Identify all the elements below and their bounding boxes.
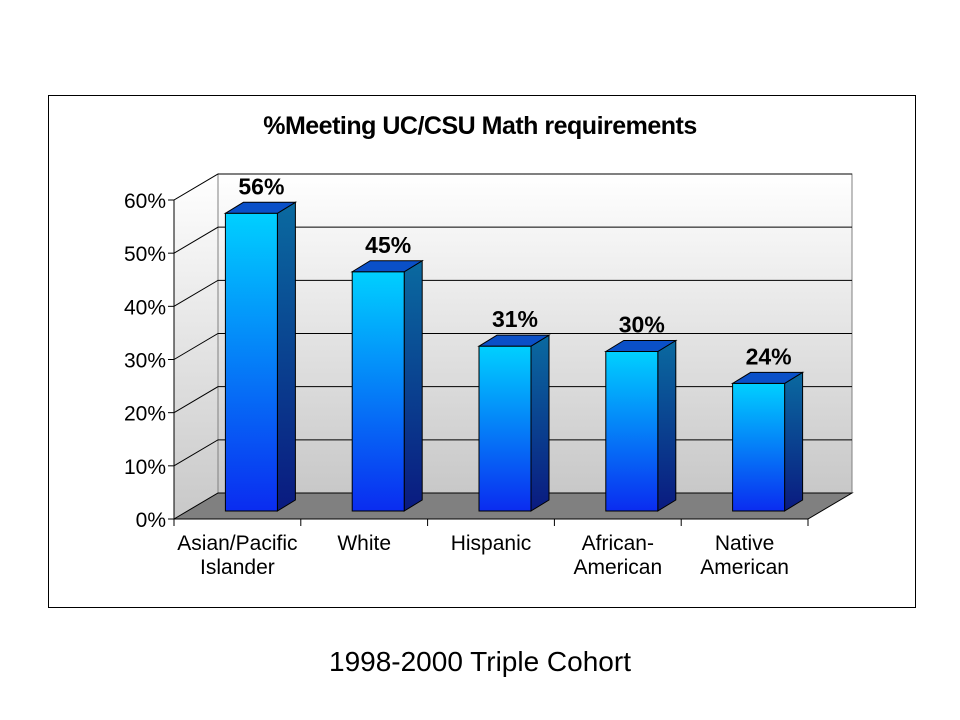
x-tick-label: American [573, 556, 662, 579]
data-label: 56% [238, 173, 284, 199]
x-tick-label: White [337, 532, 391, 555]
data-label: 24% [746, 343, 792, 369]
bar-cap [730, 371, 805, 384]
x-tick-label: American [700, 556, 789, 579]
bar-side [784, 371, 804, 512]
bar [223, 201, 298, 512]
bar-cap [477, 334, 551, 347]
data-label: 30% [619, 312, 665, 338]
bar-front [732, 382, 786, 512]
bar-front [224, 212, 278, 512]
bar [477, 334, 551, 512]
bar [730, 371, 805, 512]
bar-cap [350, 260, 424, 273]
x-tick-label: Islander [200, 556, 275, 579]
gridline [173, 279, 852, 307]
bar-side [403, 259, 423, 512]
footer-caption: 1998-2000 Triple Cohort [329, 646, 631, 677]
y-tick-label: 10% [124, 456, 166, 479]
y-tick-label: 60% [124, 190, 166, 213]
y-tick-label: 40% [124, 296, 166, 319]
data-label: 31% [492, 306, 538, 332]
data-label: 45% [365, 232, 411, 258]
bar-front [351, 271, 405, 512]
x-tick-label: African- [582, 532, 654, 555]
bar-front [478, 345, 532, 512]
x-tick-label: Asian/Pacific [177, 532, 297, 555]
x-tick-label: Native [715, 532, 775, 555]
gridline [173, 333, 852, 360]
bar [350, 259, 424, 512]
y-tick-label: 0% [136, 509, 166, 532]
bar-side [276, 201, 296, 512]
bar-cap [223, 201, 298, 214]
x-tick-label: Hispanic [451, 532, 532, 555]
bar [604, 339, 678, 512]
bar-side [530, 334, 550, 512]
gridline [173, 226, 852, 254]
bar-side [657, 339, 677, 512]
y-tick-label: 30% [124, 350, 166, 373]
y-tick-label: 20% [124, 403, 166, 426]
bar-cap [604, 340, 678, 352]
chart-title: %Meeting UC/CSU Math requirements [263, 112, 697, 140]
y-tick-label: 50% [124, 243, 166, 266]
bar-front [605, 351, 659, 512]
gridline [173, 173, 852, 201]
